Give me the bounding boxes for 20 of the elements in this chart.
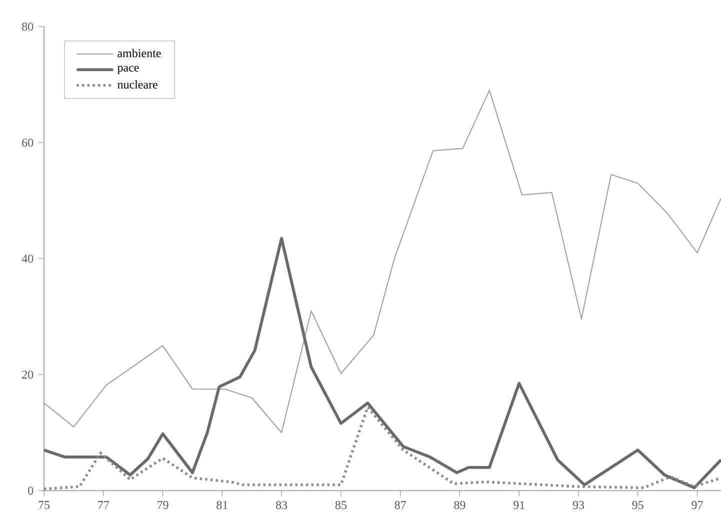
x-tick-label: 95 (632, 501, 644, 510)
x-tick-label: 93 (572, 501, 584, 510)
y-tick-label: 40 (22, 254, 34, 263)
x-tick-label: 75 (38, 501, 50, 510)
x-tick-label: 89 (454, 501, 466, 510)
y-tick-label: 20 (22, 370, 34, 379)
x-tick-label: 79 (158, 501, 168, 510)
legend-label: ambiente (118, 48, 161, 58)
x-tick-label: 91 (513, 501, 524, 510)
x-tick-label: 85 (335, 501, 346, 510)
legend-label: pace (117, 66, 139, 74)
legend-label: nucleare (118, 80, 158, 89)
x-tick-label: 77 (98, 501, 110, 509)
x-tick-label: 87 (394, 501, 406, 510)
y-tick-label: 60 (22, 138, 34, 147)
x-tick-label: 97 (692, 501, 703, 510)
x-tick-label: 83 (276, 501, 288, 510)
y-tick-label: 80 (22, 22, 34, 31)
x-tick-label: 81 (216, 501, 228, 510)
y-tick-label: 0 (28, 486, 34, 495)
